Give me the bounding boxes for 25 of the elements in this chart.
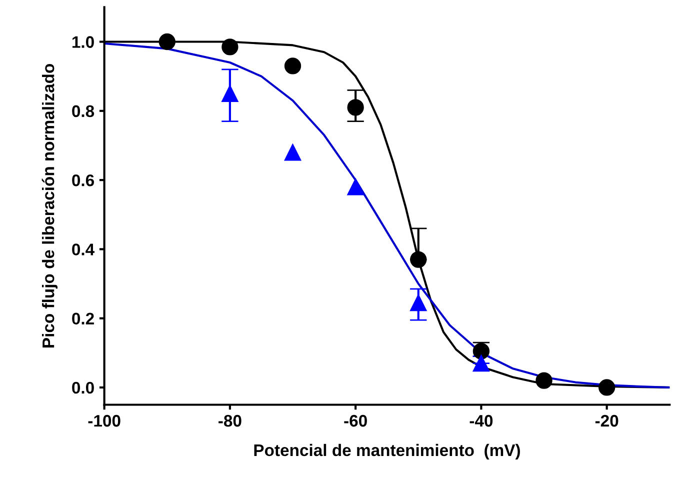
y-tick-label: 0.2 bbox=[72, 312, 94, 325]
y-tick-label: 0.4 bbox=[72, 244, 95, 256]
point bbox=[284, 144, 302, 161]
point bbox=[222, 85, 238, 102]
point bbox=[347, 99, 364, 116]
x-tick-label: -100 bbox=[88, 414, 120, 427]
point bbox=[472, 354, 490, 372]
x-axis-title: Potencial de mantenimiento (mV) bbox=[254, 444, 520, 460]
x-tick-label: -40 bbox=[470, 414, 493, 427]
y-tick-label: 0.8 bbox=[72, 105, 94, 118]
x-tick-label: -60 bbox=[344, 414, 367, 427]
y-tick-label: 0.0 bbox=[72, 382, 94, 394]
x-tick-label: -80 bbox=[218, 414, 242, 427]
point bbox=[284, 58, 302, 74]
x-tick-label: -20 bbox=[595, 414, 618, 427]
y-tick-label: 0.6 bbox=[72, 174, 94, 186]
y-axis-title: Pico flujo de liberación normalizado bbox=[42, 64, 58, 348]
point bbox=[222, 38, 238, 56]
y-tick-label: 1.0 bbox=[72, 36, 94, 48]
point bbox=[536, 372, 552, 389]
point bbox=[347, 178, 364, 196]
point bbox=[158, 33, 176, 50]
point bbox=[598, 379, 616, 396]
point bbox=[410, 251, 427, 268]
point bbox=[410, 294, 427, 312]
